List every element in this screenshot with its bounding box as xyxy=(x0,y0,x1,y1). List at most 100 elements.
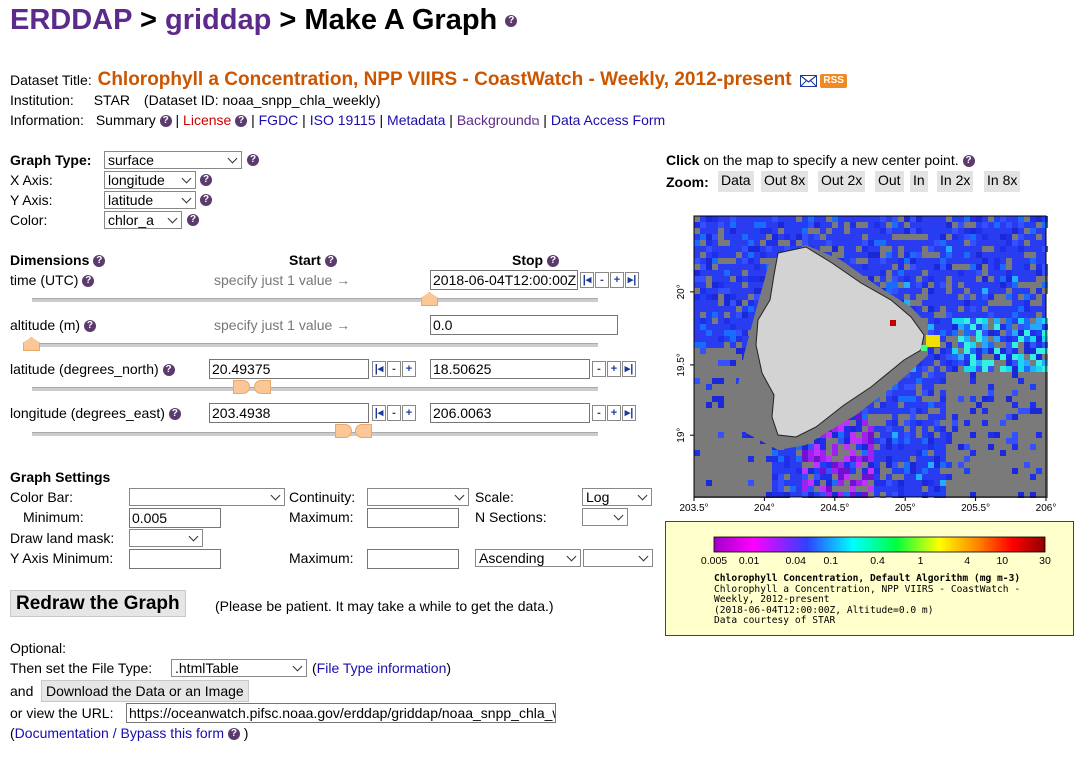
longitude-slider-track[interactable] xyxy=(32,432,598,436)
rss-icon[interactable]: RSS xyxy=(820,74,847,89)
latitude-start-first-button[interactable]: |◂ xyxy=(372,361,386,377)
x-tick-label: 205.5° xyxy=(961,503,990,514)
latitude-start-minus-button[interactable]: - xyxy=(387,361,401,377)
erddap-link[interactable]: ERDDAP xyxy=(10,4,132,36)
land-mask-select[interactable] xyxy=(129,529,203,547)
time-label: time (UTC) ? xyxy=(10,272,95,288)
map-graph[interactable]: 203.5° 204° 204.5° 205° 205.5° 206° 20° 19.5° 19… xyxy=(666,205,1075,518)
latitude-start-input[interactable]: 20.49375 xyxy=(209,359,369,379)
latitude-stop-plus-button[interactable]: + xyxy=(607,361,621,377)
longitude-start-minus-button[interactable]: - xyxy=(387,405,401,421)
altitude-slider-thumb[interactable] xyxy=(23,337,40,351)
help-icon[interactable]: ? xyxy=(200,194,212,206)
help-icon[interactable]: ? xyxy=(324,255,337,268)
zoom-in-button[interactable]: In xyxy=(910,171,928,192)
map-instruction: Click on the map to specify a new center… xyxy=(666,152,975,168)
altitude-slider-track[interactable] xyxy=(32,343,598,347)
help-icon[interactable]: ? xyxy=(247,154,259,166)
longitude-start-input[interactable]: 203.4938 xyxy=(209,403,369,423)
longitude-stop-input[interactable]: 206.0063 xyxy=(430,403,590,423)
y-axis-minimum-label: Y Axis Minimum: xyxy=(10,550,114,566)
file-type-select[interactable]: .htmlTable xyxy=(171,659,307,677)
color-bar-tick-label: 0.01 xyxy=(739,555,760,567)
file-type-label: Then set the File Type: xyxy=(10,660,153,676)
map-svg[interactable]: 203.5° 204° 204.5° 205° 205.5° 206° 20° 19.5° 19… xyxy=(666,205,1075,518)
longitude-stop-last-button[interactable]: ▸| xyxy=(622,405,636,421)
maximum-label: Maximum: xyxy=(289,509,354,525)
file-type-info-link[interactable]: File Type information xyxy=(316,660,447,676)
help-icon[interactable]: ? xyxy=(187,214,199,226)
time-slider-track[interactable] xyxy=(32,298,598,302)
time-plus-button[interactable]: + xyxy=(610,272,624,288)
longitude-start-first-button[interactable]: |◂ xyxy=(372,405,386,421)
optional-label: Optional: xyxy=(10,640,67,656)
redraw-graph-button[interactable]: Redraw the Graph xyxy=(10,590,186,617)
help-icon[interactable]: ? xyxy=(82,275,95,288)
data-access-form-link[interactable]: Data Access Form xyxy=(550,112,666,128)
zoom-data-button[interactable]: Data xyxy=(718,171,754,192)
maximum-input[interactable] xyxy=(367,508,459,528)
scale-select[interactable]: Log xyxy=(582,488,652,506)
n-sections-select[interactable] xyxy=(582,508,628,526)
latitude-stop-last-button[interactable]: ▸| xyxy=(622,361,636,377)
graph-type-select[interactable]: surface xyxy=(104,151,242,169)
y-axis-label: Y Axis: xyxy=(10,192,53,208)
y-axis-scale-select[interactable] xyxy=(583,549,653,567)
fgdc-link[interactable]: FGDC xyxy=(258,112,299,128)
zoom-out-2x-button[interactable]: Out 2x xyxy=(818,171,866,192)
license-link[interactable]: License xyxy=(183,112,232,128)
iso-19115-link[interactable]: ISO 19115 xyxy=(309,112,376,128)
time-minus-button[interactable]: - xyxy=(595,272,609,288)
longitude-start-plus-button[interactable]: + xyxy=(402,405,416,421)
y-axis-minimum-input[interactable] xyxy=(129,549,221,569)
metadata-link[interactable]: Metadata xyxy=(387,112,446,128)
zoom-in-8x-button[interactable]: In 8x xyxy=(984,171,1021,192)
download-data-button[interactable]: Download the Data or an Image xyxy=(41,680,249,702)
latitude-stop-input[interactable]: 18.50625 xyxy=(430,359,590,379)
latitude-slider-right-thumb[interactable] xyxy=(254,380,271,394)
y-axis-maximum-input[interactable] xyxy=(367,549,459,569)
altitude-stop-input[interactable]: 0.0 xyxy=(430,315,618,335)
minimum-input[interactable]: 0.005 xyxy=(129,508,221,528)
help-icon[interactable]: ? xyxy=(962,155,975,168)
help-icon[interactable]: ? xyxy=(83,320,96,333)
longitude-slider-left-thumb[interactable] xyxy=(335,424,352,438)
latitude-slider-track[interactable] xyxy=(32,387,598,391)
help-icon[interactable]: ? xyxy=(227,728,240,741)
time-first-button[interactable]: |◂ xyxy=(580,272,594,288)
zoom-in-2x-button[interactable]: In 2x xyxy=(937,171,974,192)
longitude-slider-right-thumb[interactable] xyxy=(355,424,372,438)
zoom-out-button[interactable]: Out xyxy=(875,171,904,192)
y-axis-order-select[interactable]: Ascending xyxy=(475,549,581,567)
time-last-button[interactable]: ▸| xyxy=(625,272,639,288)
zoom-label: Zoom: xyxy=(666,174,709,190)
longitude-stop-minus-button[interactable]: - xyxy=(592,405,606,421)
url-input[interactable]: https://oceanwatch.pifsc.noaa.gov/erddap… xyxy=(126,703,556,723)
color-select[interactable]: chlor_a xyxy=(104,211,182,229)
y-axis-maximum-label: Maximum: xyxy=(289,550,354,566)
documentation-link[interactable]: Documentation / Bypass this form xyxy=(14,725,224,741)
latitude-slider-left-thumb[interactable] xyxy=(233,380,250,394)
help-icon[interactable]: ? xyxy=(93,255,106,268)
zoom-out-8x-button[interactable]: Out 8x xyxy=(761,171,809,192)
x-axis-select[interactable]: longitude xyxy=(104,171,196,189)
summary-link[interactable]: Summary xyxy=(95,112,156,128)
latitude-start-plus-button[interactable]: + xyxy=(402,361,416,377)
color-bar-select[interactable] xyxy=(129,488,285,506)
help-icon[interactable]: ? xyxy=(162,364,175,377)
email-icon[interactable] xyxy=(799,75,817,88)
time-slider-thumb[interactable] xyxy=(421,292,438,306)
help-icon[interactable]: ? xyxy=(505,15,518,28)
help-icon[interactable]: ? xyxy=(200,174,212,186)
latitude-stop-minus-button[interactable]: - xyxy=(592,361,606,377)
longitude-stop-plus-button[interactable]: + xyxy=(607,405,621,421)
continuity-select[interactable] xyxy=(367,488,469,506)
help-icon[interactable]: ? xyxy=(168,408,181,421)
y-axis-select[interactable]: latitude xyxy=(104,191,196,209)
time-stop-input[interactable]: 2018-06-04T12:00:00Z xyxy=(430,270,578,290)
background-link[interactable]: Background xyxy=(456,112,532,128)
help-icon[interactable]: ? xyxy=(547,255,559,268)
help-icon[interactable]: ? xyxy=(159,115,172,128)
help-icon[interactable]: ? xyxy=(235,115,248,128)
griddap-link[interactable]: griddap xyxy=(165,4,272,36)
